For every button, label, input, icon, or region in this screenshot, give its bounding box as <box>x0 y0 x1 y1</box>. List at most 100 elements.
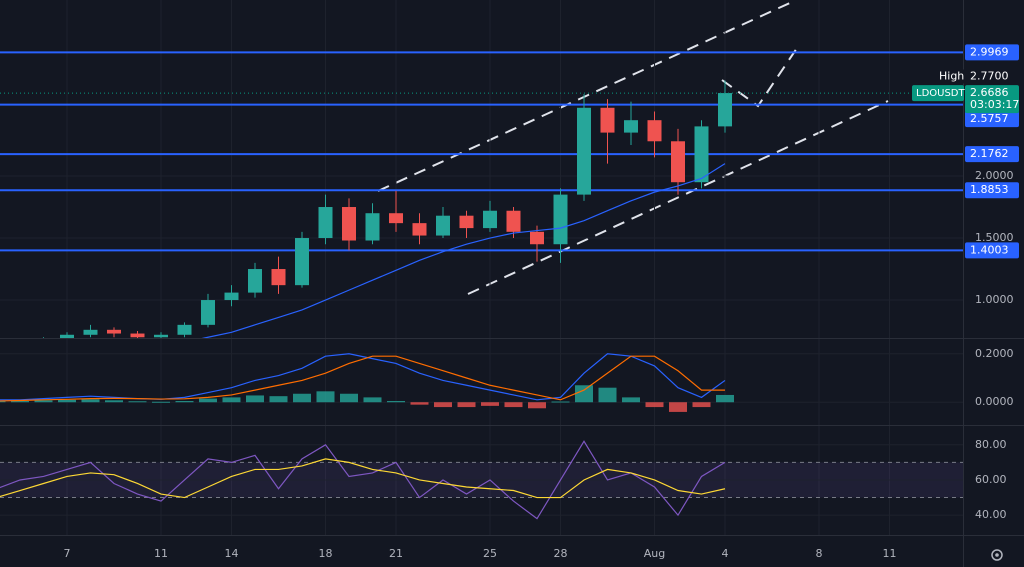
settings-icon[interactable] <box>991 549 1003 561</box>
histogram-bar <box>434 402 452 408</box>
histogram-bar <box>128 401 147 403</box>
axes: 7 11 14 18 21 25 28 Aug 4 8 11 1.0000 1.5000 2.0000 2.… <box>64 44 1019 560</box>
histogram-bar <box>340 393 358 403</box>
candle-body <box>365 213 380 241</box>
candle-body <box>318 207 333 239</box>
candle-body <box>647 120 662 142</box>
rsi-line <box>0 440 726 520</box>
candle-body <box>694 126 709 183</box>
high-label-box <box>933 69 1019 84</box>
candle-body <box>436 215 450 236</box>
histogram-bar <box>575 385 593 403</box>
level-label-box <box>965 111 1019 128</box>
histogram-bar <box>669 402 687 412</box>
y-tick-label: 60.00 <box>975 473 1007 486</box>
histogram-bar <box>58 399 76 403</box>
candle-body <box>671 141 685 183</box>
y-tick-label: 2.0000 <box>975 169 1014 182</box>
candle-body <box>624 120 638 133</box>
level-label-box <box>965 242 1019 259</box>
level-label: 2.9969 <box>970 45 1009 58</box>
candle-body <box>83 329 98 335</box>
y-tick-label: 1.5000 <box>975 231 1014 244</box>
histogram-bar <box>387 401 405 403</box>
candle-body <box>295 238 309 286</box>
histogram-bar <box>246 395 264 403</box>
rsi_ma-line <box>0 458 726 499</box>
histogram-bar <box>105 400 123 403</box>
macd-pane <box>0 339 963 425</box>
last-price-label: 2.6686 <box>970 86 1009 99</box>
candle-body <box>177 324 192 335</box>
y-tick-label: 0.2000 <box>975 347 1014 360</box>
histogram-bar <box>363 397 382 403</box>
histogram-bar <box>11 401 29 403</box>
candle-body <box>506 210 521 232</box>
candle-body <box>412 223 427 236</box>
candle-body <box>130 333 145 338</box>
candle-body <box>577 107 591 195</box>
high-value: 2.7700 <box>970 69 1009 82</box>
histogram-bar <box>528 402 546 409</box>
candle-body <box>248 269 262 293</box>
level-label: 2.5757 <box>970 112 1009 125</box>
x-tick-label: 8 <box>816 547 823 560</box>
candle-body <box>342 207 356 241</box>
level-label-box <box>965 182 1019 199</box>
candle-body <box>459 215 474 229</box>
x-tick-label: 25 <box>483 547 497 560</box>
x-tick-label: Aug <box>644 547 665 560</box>
histogram-bar <box>81 399 100 403</box>
y-tick-label: 40.00 <box>975 508 1007 521</box>
y-tick-label: 80.00 <box>975 438 1007 451</box>
candle-body <box>553 194 568 245</box>
symbol-label: LDOUSDT <box>916 88 966 99</box>
histogram-bar <box>410 402 429 405</box>
x-tick-label: 21 <box>389 547 403 560</box>
histogram-bar <box>316 391 335 403</box>
x-tick-label: 11 <box>883 547 897 560</box>
candle-body <box>271 269 286 286</box>
level-label: 2.1762 <box>970 147 1009 160</box>
candle-body <box>483 210 497 229</box>
channel-drawing <box>377 1 889 295</box>
histogram-bar <box>222 397 241 403</box>
histogram-bar <box>551 401 570 403</box>
histogram-bar <box>622 397 640 403</box>
candle-body <box>389 213 403 224</box>
level-label-box <box>965 146 1019 163</box>
candle-body <box>718 93 732 127</box>
high-name: High <box>939 69 964 82</box>
macd-line <box>0 353 726 401</box>
histogram-bar <box>457 402 476 408</box>
x-tick-label: 14 <box>225 547 239 560</box>
histogram-bar <box>293 393 311 403</box>
signal-line <box>0 355 725 402</box>
candle-body <box>60 334 74 338</box>
candle-body <box>107 329 121 334</box>
candle-body <box>530 231 544 245</box>
candle-body <box>600 107 615 133</box>
price-pane <box>0 0 963 338</box>
histogram-bar <box>692 402 711 408</box>
x-tick-label: 28 <box>554 547 568 560</box>
histogram-bar <box>152 401 170 403</box>
histogram-bar <box>481 402 499 406</box>
histogram-bar <box>504 402 523 408</box>
countdown: 03:03:17 <box>970 98 1019 111</box>
y-tick-label: 0.0000 <box>975 395 1014 408</box>
symbol-box <box>912 85 964 102</box>
histogram-bar <box>34 400 53 403</box>
histogram-bar <box>716 394 734 403</box>
histogram-bar <box>0 401 6 403</box>
x-tick-label: 11 <box>154 547 168 560</box>
histogram-bar <box>645 402 664 408</box>
histogram-bar <box>269 396 288 403</box>
level-label: 1.8853 <box>970 183 1009 196</box>
histogram-bar <box>175 401 194 403</box>
x-tick-label: 4 <box>722 547 729 560</box>
x-tick-label: 7 <box>64 547 71 560</box>
level-label: 1.4003 <box>970 243 1009 256</box>
